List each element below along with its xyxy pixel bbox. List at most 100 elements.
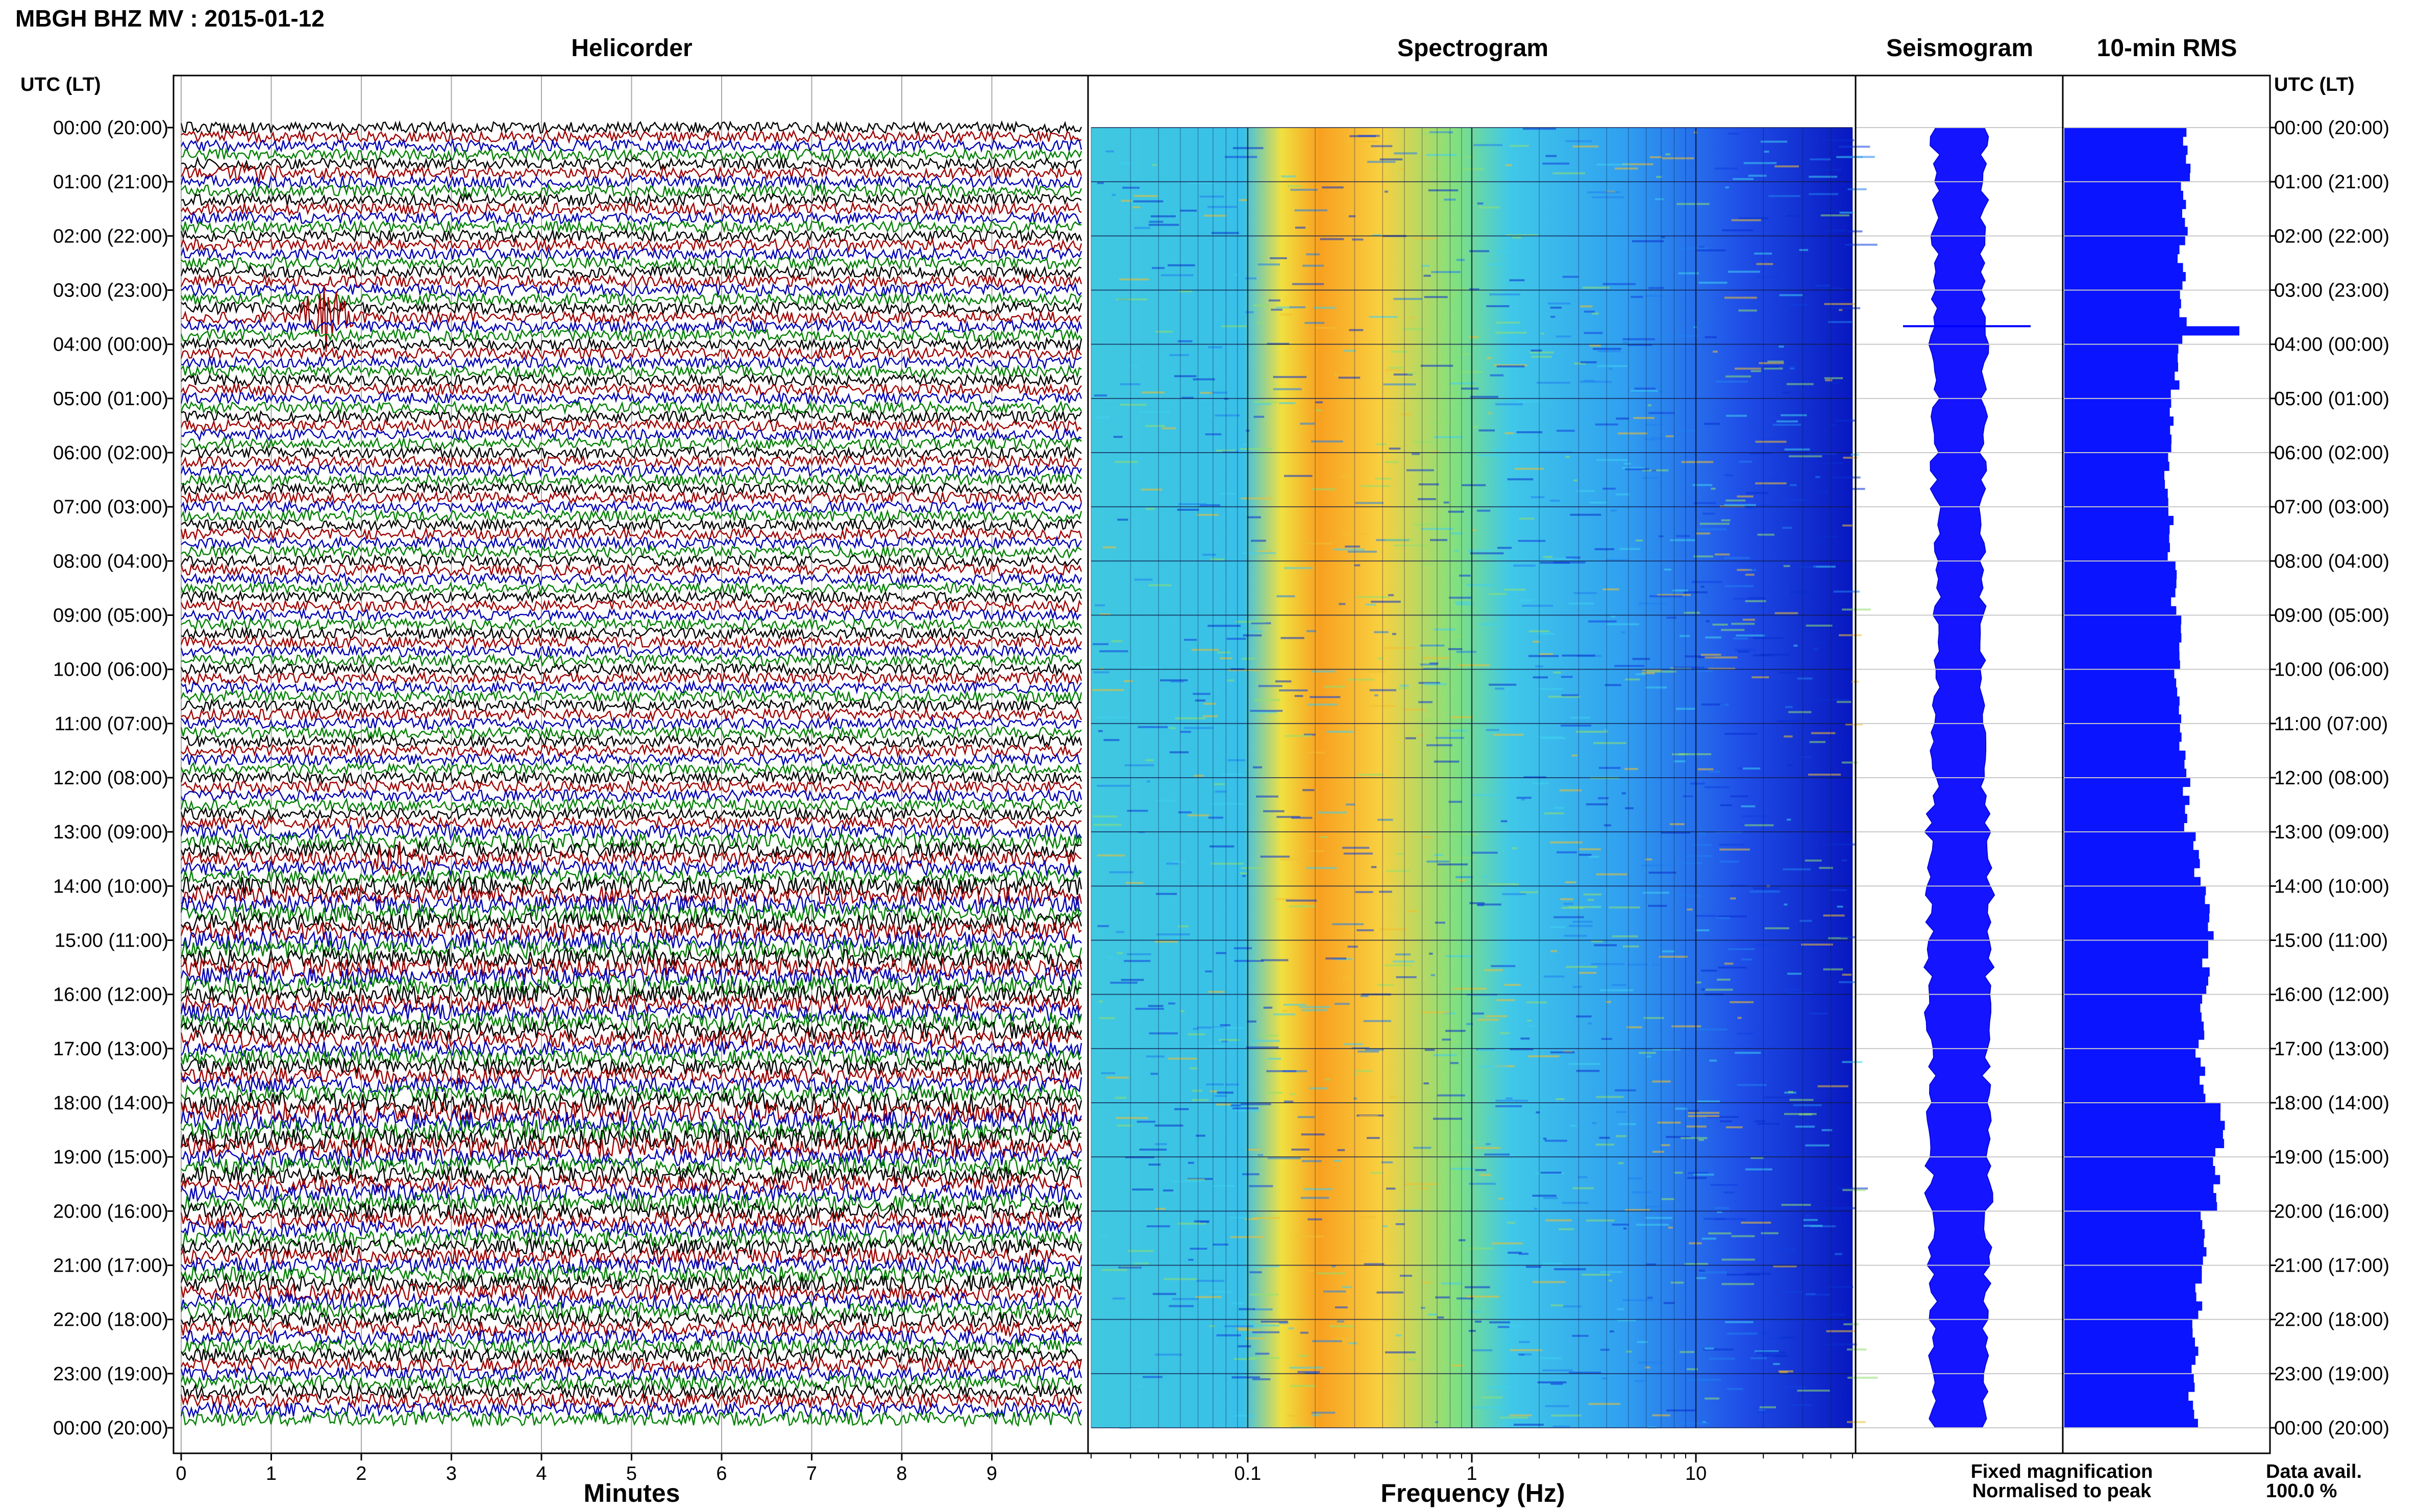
spectrogram-speckle — [1265, 1092, 1283, 1094]
spectrogram-speckle — [1117, 518, 1128, 521]
spectrogram-speckle — [1727, 1387, 1743, 1390]
spectrogram-speckle — [1431, 271, 1461, 274]
spectrogram-speckle — [1741, 1222, 1771, 1224]
spectrogram-speckle — [1155, 1207, 1166, 1210]
spectrogram-speckle — [1434, 760, 1460, 763]
spectrogram-speckle — [1500, 1032, 1510, 1034]
spectrogram-speckle — [1710, 1184, 1738, 1186]
spectrogram-speckle — [1385, 964, 1412, 966]
spectrogram-speckle — [1594, 944, 1617, 947]
spectrogram-speckle — [1586, 803, 1608, 806]
spectrogram-speckle — [1254, 401, 1277, 404]
spectrogram-speckle — [1371, 145, 1393, 147]
spectrogram-speckle — [1756, 944, 1774, 946]
spectrogram-speckle — [1676, 203, 1710, 205]
spectrogram-speckle — [1625, 468, 1649, 470]
spectrogram-speckle — [1369, 705, 1396, 707]
spectrogram-speckle — [1479, 623, 1496, 626]
spectrogram-speckle — [1597, 350, 1621, 353]
spectrogram-speckle — [1174, 1108, 1189, 1110]
spectrogram-speckle — [1420, 645, 1445, 647]
rms-bar — [2064, 1121, 2225, 1130]
spectrogram-speckle — [1570, 716, 1590, 719]
spectrogram-speckle — [1687, 1177, 1707, 1179]
spectrogram-speckle — [1295, 227, 1305, 229]
spectrogram-speckle — [1159, 679, 1188, 682]
spectrogram-speckle — [1811, 490, 1829, 493]
spectrogram-speckle — [1146, 1225, 1170, 1228]
spectrogram-speckle — [1566, 556, 1581, 559]
spectrogram-speckle — [1473, 1147, 1501, 1149]
spectrogram-speckle — [1823, 968, 1843, 971]
spectrogram-speckle — [1652, 1414, 1670, 1417]
time-tick-right: 00:00 (20:00) — [2274, 117, 2389, 139]
spectrogram-speckle — [1468, 550, 1494, 552]
time-tick-right: 14:00 (10:00) — [2274, 876, 2389, 897]
spectrogram-speckle — [1217, 651, 1231, 654]
spectrogram-speckle — [1348, 215, 1355, 217]
spectrogram-speckle — [1793, 1104, 1822, 1106]
spectrogram-speckle — [1188, 182, 1215, 184]
time-tick-right: 12:00 (08:00) — [2274, 767, 2389, 789]
spectrogram-speckle — [1148, 224, 1179, 226]
spectrogram-speckle — [1394, 152, 1417, 155]
rms-bar — [2064, 624, 2181, 634]
spectrogram-speckle — [1291, 816, 1313, 819]
spectrogram-speckle — [1671, 931, 1675, 933]
spectrogram-speckle — [1627, 963, 1649, 966]
rms-bar — [2064, 290, 2180, 300]
spectrogram-speckle — [1797, 1390, 1830, 1392]
spectrogram-speckle — [1106, 1076, 1129, 1079]
spectrogram-speckle — [1599, 1136, 1610, 1139]
spectrogram-speckle — [1645, 438, 1663, 441]
spectrogram-speckle — [1724, 733, 1758, 735]
spectrogram-speckle — [1757, 1410, 1775, 1413]
spectrogram-speckle — [1648, 872, 1676, 874]
spectrogram-speckle — [1393, 298, 1422, 300]
spectrogram-speckle — [1129, 1261, 1145, 1264]
spectrogram-speckle — [1316, 409, 1322, 412]
spectrogram-speckle — [1645, 1366, 1650, 1369]
rms-bar — [2064, 480, 2165, 489]
time-tick-left: 21:00 (17:00) — [53, 1255, 168, 1277]
spectrogram-speckle — [1666, 616, 1677, 619]
spectrogram-speckle — [1576, 731, 1608, 733]
spectrogram-speckle — [1820, 214, 1849, 217]
spectrogram-speckle — [1400, 684, 1409, 687]
rms-bar — [2064, 579, 2177, 588]
rms-bar — [2064, 588, 2176, 598]
helicorder-x-tick-label: 3 — [446, 1463, 457, 1484]
spectrogram-speckle — [1742, 815, 1767, 817]
spectrogram-speckle — [1785, 499, 1805, 502]
spectrogram-speckle — [1134, 227, 1150, 229]
spectrogram-speckle — [1554, 1268, 1586, 1271]
spectrogram-speckle — [1576, 1070, 1600, 1072]
spectrogram-speckle — [1267, 1157, 1301, 1159]
spectrogram-speckle — [1625, 678, 1640, 681]
spectrogram-speckle — [1420, 364, 1453, 367]
spectrogram-speckle — [1591, 963, 1625, 965]
spectrogram-speckle — [1818, 535, 1838, 538]
spectrogram-speckle — [1424, 1049, 1435, 1051]
figure-title: MBGH BHZ MV : 2015-01-12 — [15, 5, 325, 32]
spectrogram-speckle — [1778, 1248, 1796, 1251]
spectrogram-speckle — [1297, 1116, 1315, 1119]
spectrogram-speckle — [1437, 1316, 1444, 1319]
spectrogram-x-tick-label: 10 — [1685, 1463, 1707, 1484]
spectrogram-speckle — [1236, 621, 1267, 623]
spectrogram-speckle — [1722, 229, 1754, 232]
spectrogram-speckle — [1661, 1144, 1670, 1147]
rms-bar — [2064, 931, 2214, 940]
helicorder-grid — [181, 76, 993, 1453]
spectrogram-speckle — [1203, 214, 1226, 217]
spectrogram-speckle — [1410, 316, 1415, 319]
spectrogram-speckle — [1720, 1120, 1733, 1123]
spectrogram-speckle — [1641, 672, 1655, 675]
spectrogram-speckle — [1753, 887, 1780, 889]
spectrogram-speckle — [1824, 377, 1843, 380]
spectrogram-speckle — [1520, 891, 1539, 894]
spectrogram-speckle — [1504, 432, 1514, 434]
spectrogram-speckle — [1837, 905, 1843, 908]
spectrogram-speckle — [1323, 685, 1346, 688]
spectrogram-speckle — [1531, 350, 1542, 352]
